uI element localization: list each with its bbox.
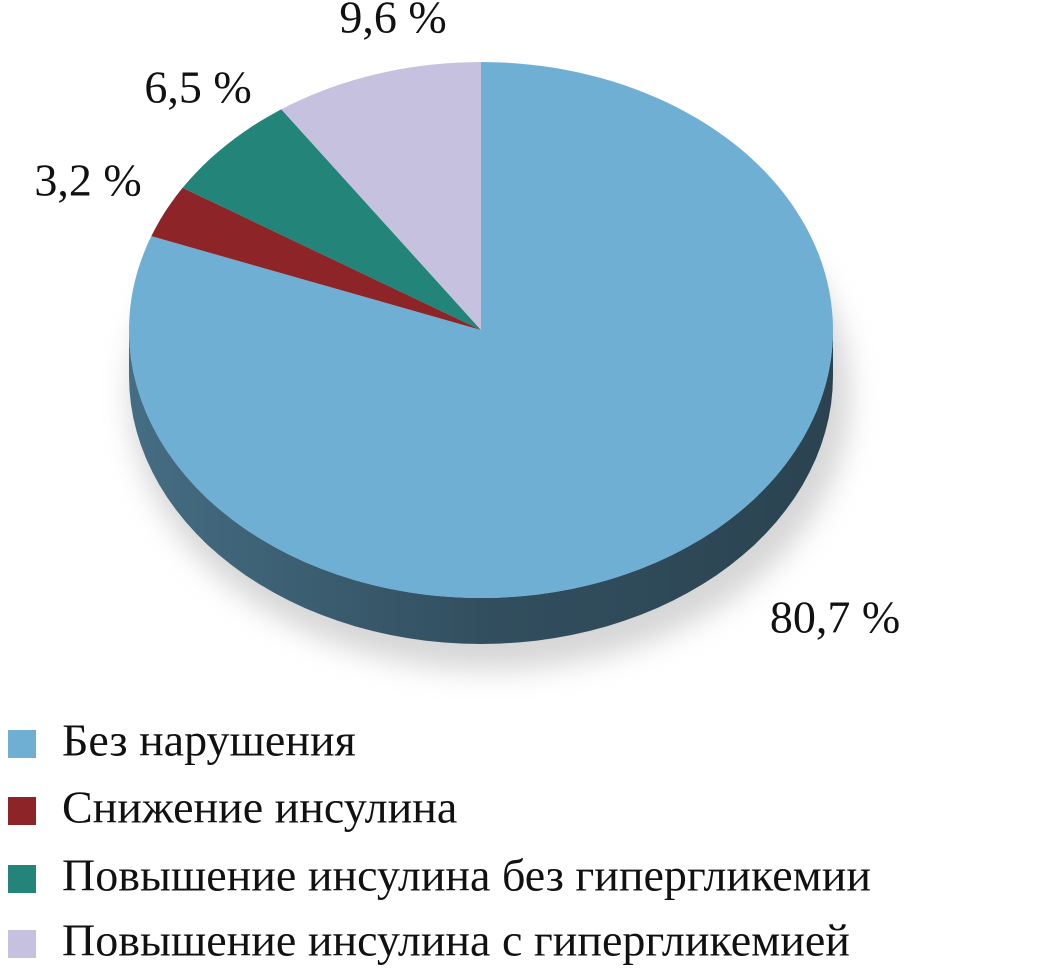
data-label: 6,5 % xyxy=(144,62,251,113)
legend-swatch xyxy=(8,797,36,825)
pie-slice xyxy=(281,62,481,330)
legend-swatch xyxy=(8,730,36,758)
legend-label: Снижение инсулина xyxy=(62,782,457,833)
pie-slice xyxy=(182,109,481,330)
legend-swatch xyxy=(8,865,36,893)
legend-label: Повышение инсулина с гипергликемией xyxy=(62,915,850,966)
legend-swatch xyxy=(8,930,36,958)
data-label: 3,2 % xyxy=(34,155,141,206)
legend-label: Без нарушения xyxy=(62,715,356,766)
data-label: 80,7 % xyxy=(770,592,900,643)
pie-side xyxy=(129,330,833,644)
pie-slice xyxy=(151,187,482,330)
legend-label: Повышение инсулина без гипергликемии xyxy=(62,850,871,901)
data-label: 9,6 % xyxy=(339,0,446,43)
